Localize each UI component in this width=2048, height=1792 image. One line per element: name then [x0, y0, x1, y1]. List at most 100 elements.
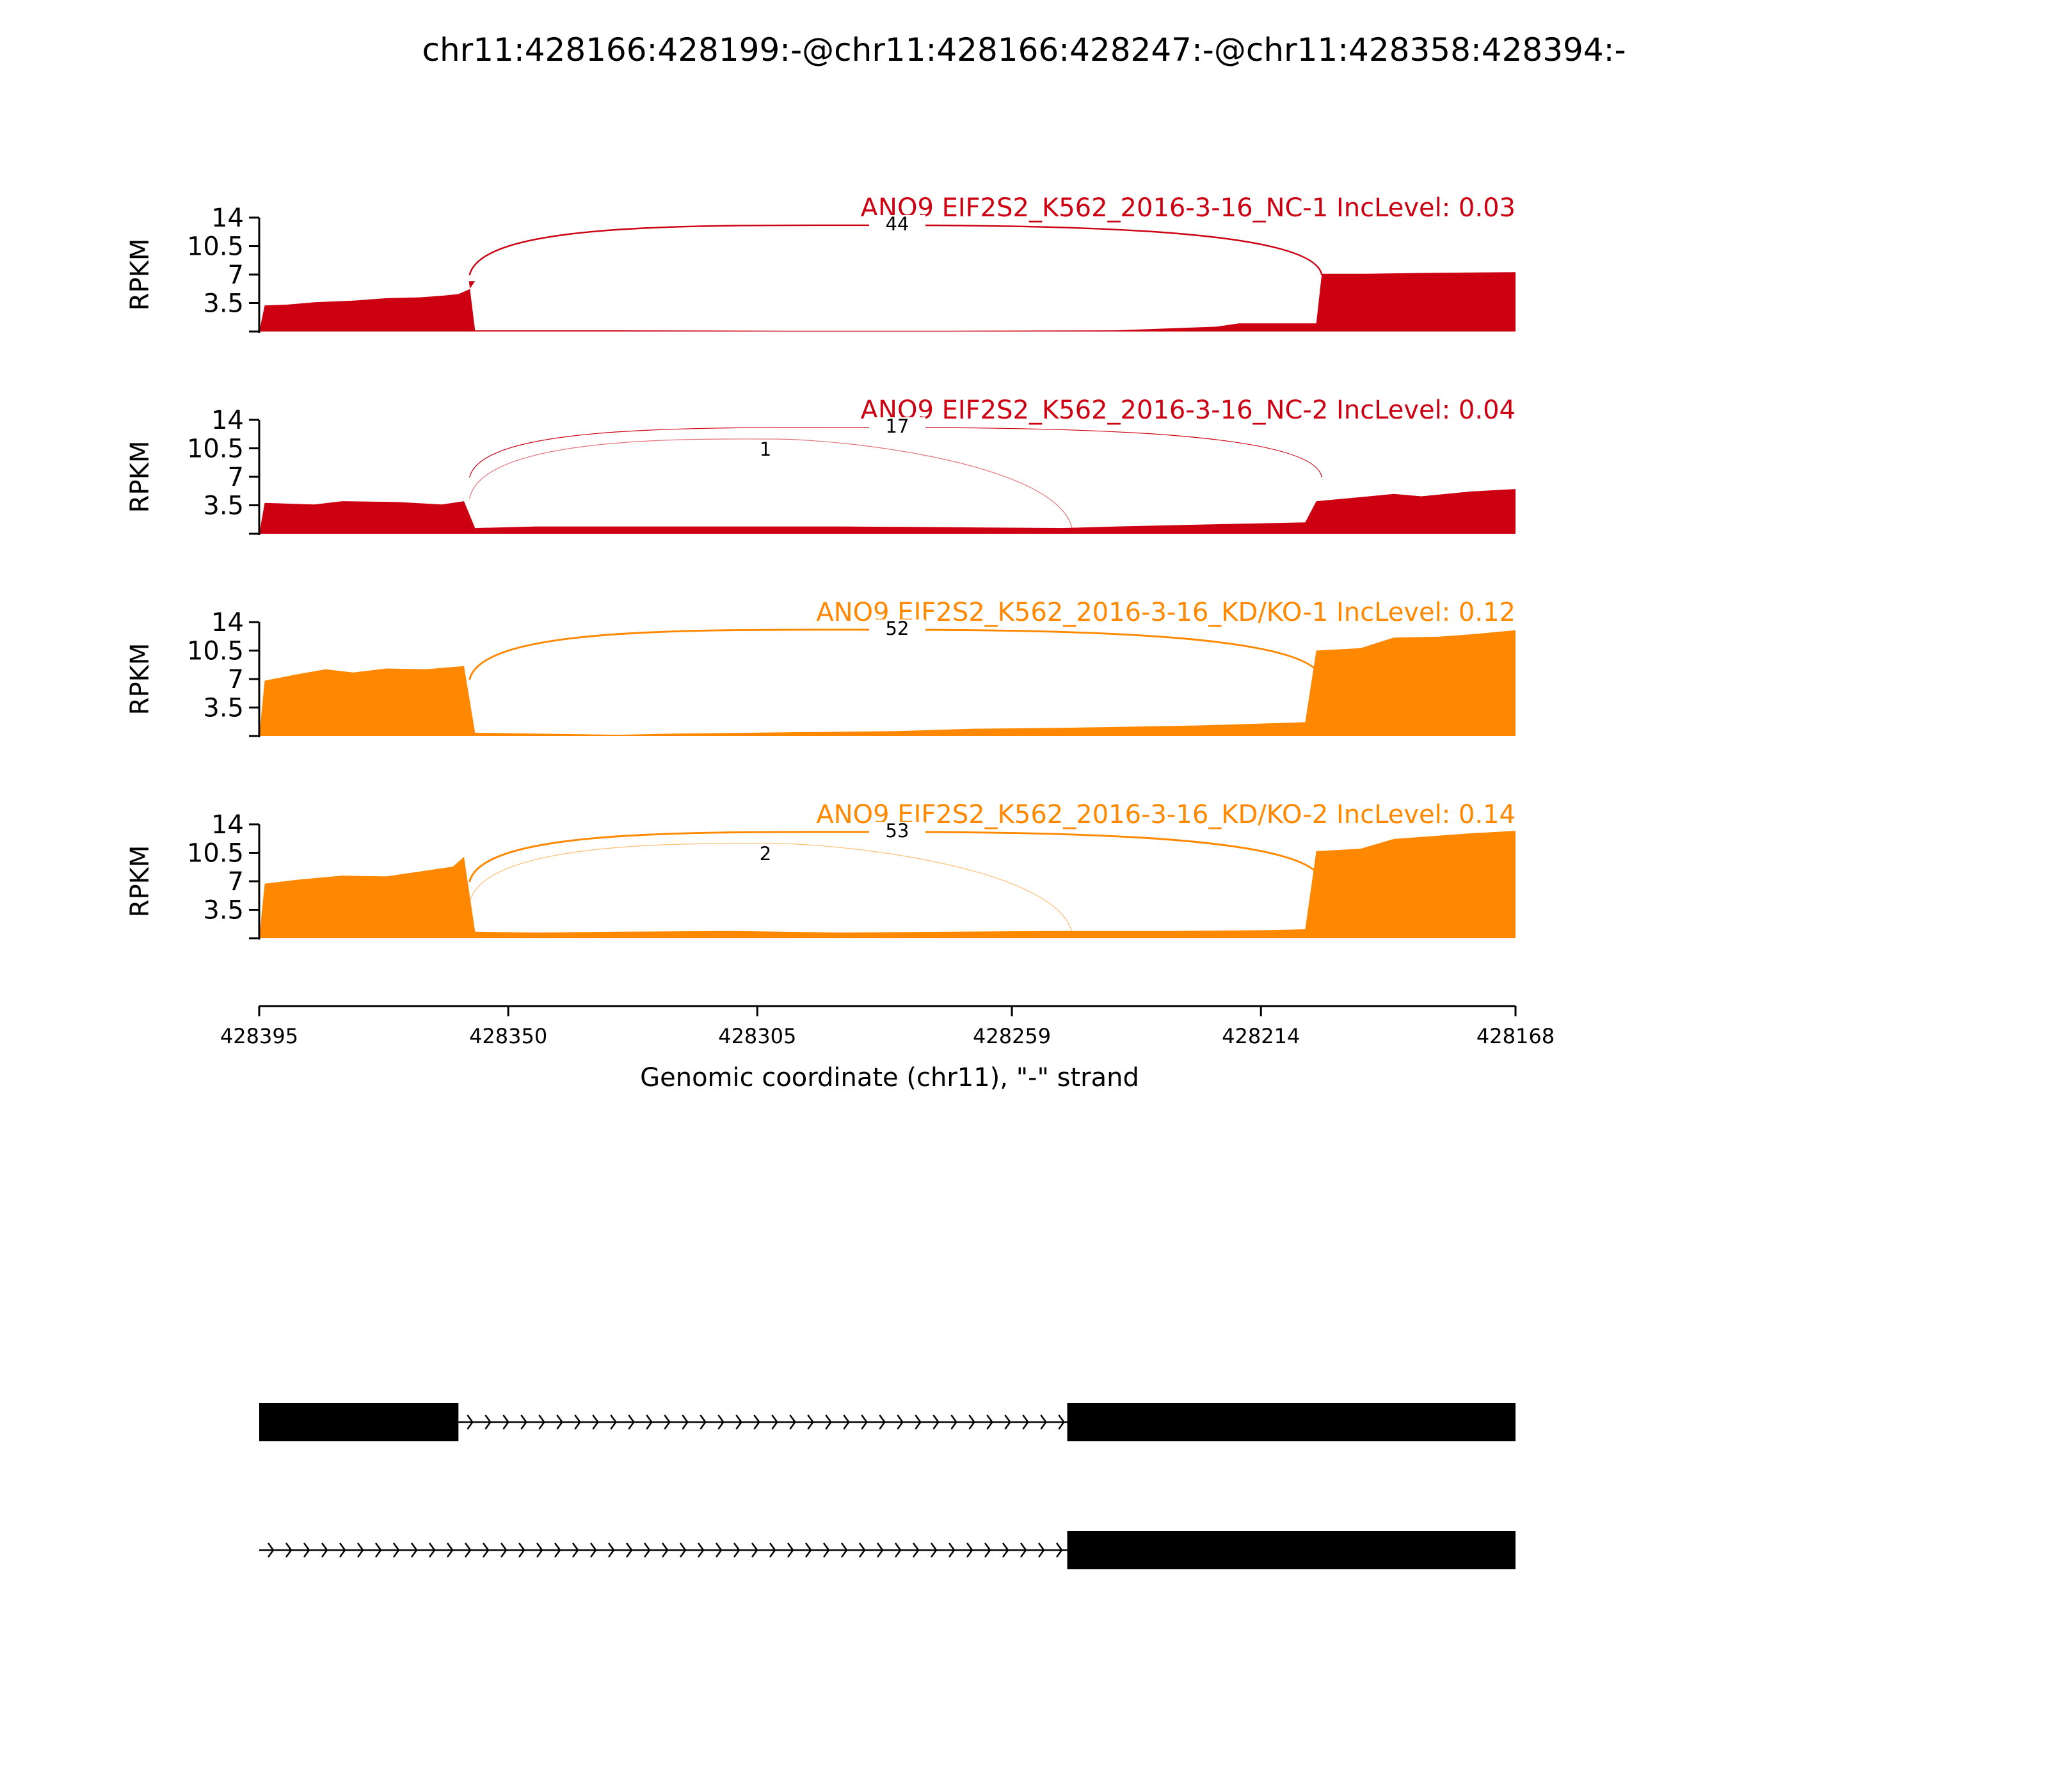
strand-arrow — [858, 1542, 866, 1558]
strand-arrow — [1040, 1414, 1047, 1430]
y-tick-label: 10.5 — [187, 839, 244, 868]
strand-arrow — [484, 1414, 492, 1430]
strand-arrow — [1037, 1542, 1045, 1558]
y-tick-label: 14 — [211, 810, 244, 840]
chart-title: chr11:428166:428199:-@chr11:428166:42824… — [422, 31, 1626, 68]
strand-arrow — [520, 1414, 527, 1430]
junction-label-bg — [869, 620, 925, 641]
sample-label: ANO9 EIF2S2_K562_2016-3-16_NC-1 IncLevel… — [861, 193, 1516, 223]
y-axis-label: RPKM — [125, 239, 155, 311]
y-tick-label: 10.5 — [187, 637, 244, 666]
y-tick-label: 3.5 — [203, 694, 244, 723]
junction-arc — [469, 843, 1073, 938]
strand-arrow — [607, 1542, 615, 1558]
y-axis-label: RPKM — [125, 845, 155, 918]
strand-arrow — [912, 1542, 920, 1558]
strand-arrow — [554, 1542, 561, 1558]
strand-arrow — [610, 1414, 617, 1430]
strand-arrow — [950, 1414, 957, 1430]
strand-arrow — [428, 1542, 436, 1558]
junction-count: 44 — [886, 213, 909, 235]
strand-arrow — [285, 1542, 292, 1558]
sample-label: ANO9 EIF2S2_K562_2016-3-16_KD/KO-1 IncLe… — [816, 598, 1516, 627]
junction-label-bg — [869, 417, 925, 439]
strand-arrow — [822, 1542, 830, 1558]
y-tick-label: 7 — [228, 665, 244, 694]
strand-arrow — [410, 1542, 418, 1558]
strand-arrow — [717, 1414, 724, 1430]
strand-arrow — [753, 1414, 760, 1430]
strand-arrow — [1022, 1414, 1029, 1430]
strand-arrow — [628, 1414, 635, 1430]
junction-label-bg — [737, 845, 794, 867]
strand-arrow — [356, 1542, 364, 1558]
strand-arrow — [679, 1542, 687, 1558]
strand-arrow — [518, 1542, 525, 1558]
strand-arrow — [843, 1414, 850, 1430]
strand-arrow — [807, 1414, 814, 1430]
strand-arrow — [894, 1542, 902, 1558]
strand-arrow — [840, 1542, 848, 1558]
strand-arrow — [502, 1414, 509, 1430]
y-tick-label: 10.5 — [187, 232, 244, 262]
strand-arrow — [446, 1542, 454, 1558]
strand-arrow — [915, 1414, 922, 1430]
strand-arrow — [392, 1542, 400, 1558]
strand-arrow — [932, 1414, 940, 1430]
strand-arrow — [589, 1542, 597, 1558]
junction-count: 1 — [760, 438, 771, 460]
strand-arrow — [1020, 1542, 1027, 1558]
junction-arc — [469, 438, 1073, 533]
strand-arrow — [986, 1414, 993, 1430]
strand-arrow — [700, 1414, 707, 1430]
strand-arrow — [948, 1542, 956, 1558]
strand-arrow — [556, 1414, 563, 1430]
strand-arrow — [897, 1414, 904, 1430]
strand-arrow — [482, 1542, 490, 1558]
y-tick-label: 7 — [228, 463, 244, 492]
x-tick-label: 428395 — [220, 1024, 298, 1048]
strand-arrow — [303, 1542, 310, 1558]
strand-arrow — [1058, 1414, 1065, 1430]
strand-arrow — [538, 1414, 545, 1430]
x-axis: 428395 428350 428305 428259 428214 428168 — [220, 1005, 1555, 1048]
strand-arrow — [664, 1414, 671, 1430]
junction-label-bg — [737, 440, 794, 462]
y-tick-label: 7 — [228, 260, 244, 290]
strand-arrow — [682, 1414, 689, 1430]
strand-arrow — [661, 1542, 669, 1558]
coverage-area — [259, 272, 1516, 332]
exon — [259, 1403, 459, 1441]
sample-label: ANO9 EIF2S2_K562_2016-3-16_KD/KO-2 IncLe… — [816, 800, 1516, 829]
strand-arrow — [646, 1414, 653, 1430]
exon — [1067, 1531, 1516, 1569]
strand-arrow — [787, 1542, 794, 1558]
strand-arrow — [321, 1542, 328, 1558]
strand-arrow — [769, 1542, 776, 1558]
strand-arrow — [966, 1542, 973, 1558]
y-tick-label: 14 — [211, 608, 244, 637]
junction-label-bg — [869, 822, 925, 844]
x-tick-label: 428214 — [1222, 1024, 1300, 1048]
gene-model-2 — [259, 1531, 1516, 1569]
x-tick-label: 428259 — [973, 1024, 1051, 1048]
strand-arrow — [804, 1542, 812, 1558]
strand-arrow — [374, 1542, 382, 1558]
strand-arrow — [643, 1542, 651, 1558]
x-tick-label: 428168 — [1476, 1024, 1555, 1048]
coverage-area — [259, 831, 1516, 938]
strand-arrow — [464, 1542, 472, 1558]
junction-count: 52 — [886, 618, 909, 639]
x-tick-label: 428350 — [469, 1024, 547, 1048]
y-tick-label: 3.5 — [203, 492, 244, 521]
strand-arrow — [876, 1542, 884, 1558]
strand-arrow — [1002, 1542, 1009, 1558]
gene-models — [259, 1403, 1516, 1569]
strand-arrow — [1004, 1414, 1011, 1430]
strand-arrow — [574, 1414, 581, 1430]
strand-arrow — [879, 1414, 886, 1430]
